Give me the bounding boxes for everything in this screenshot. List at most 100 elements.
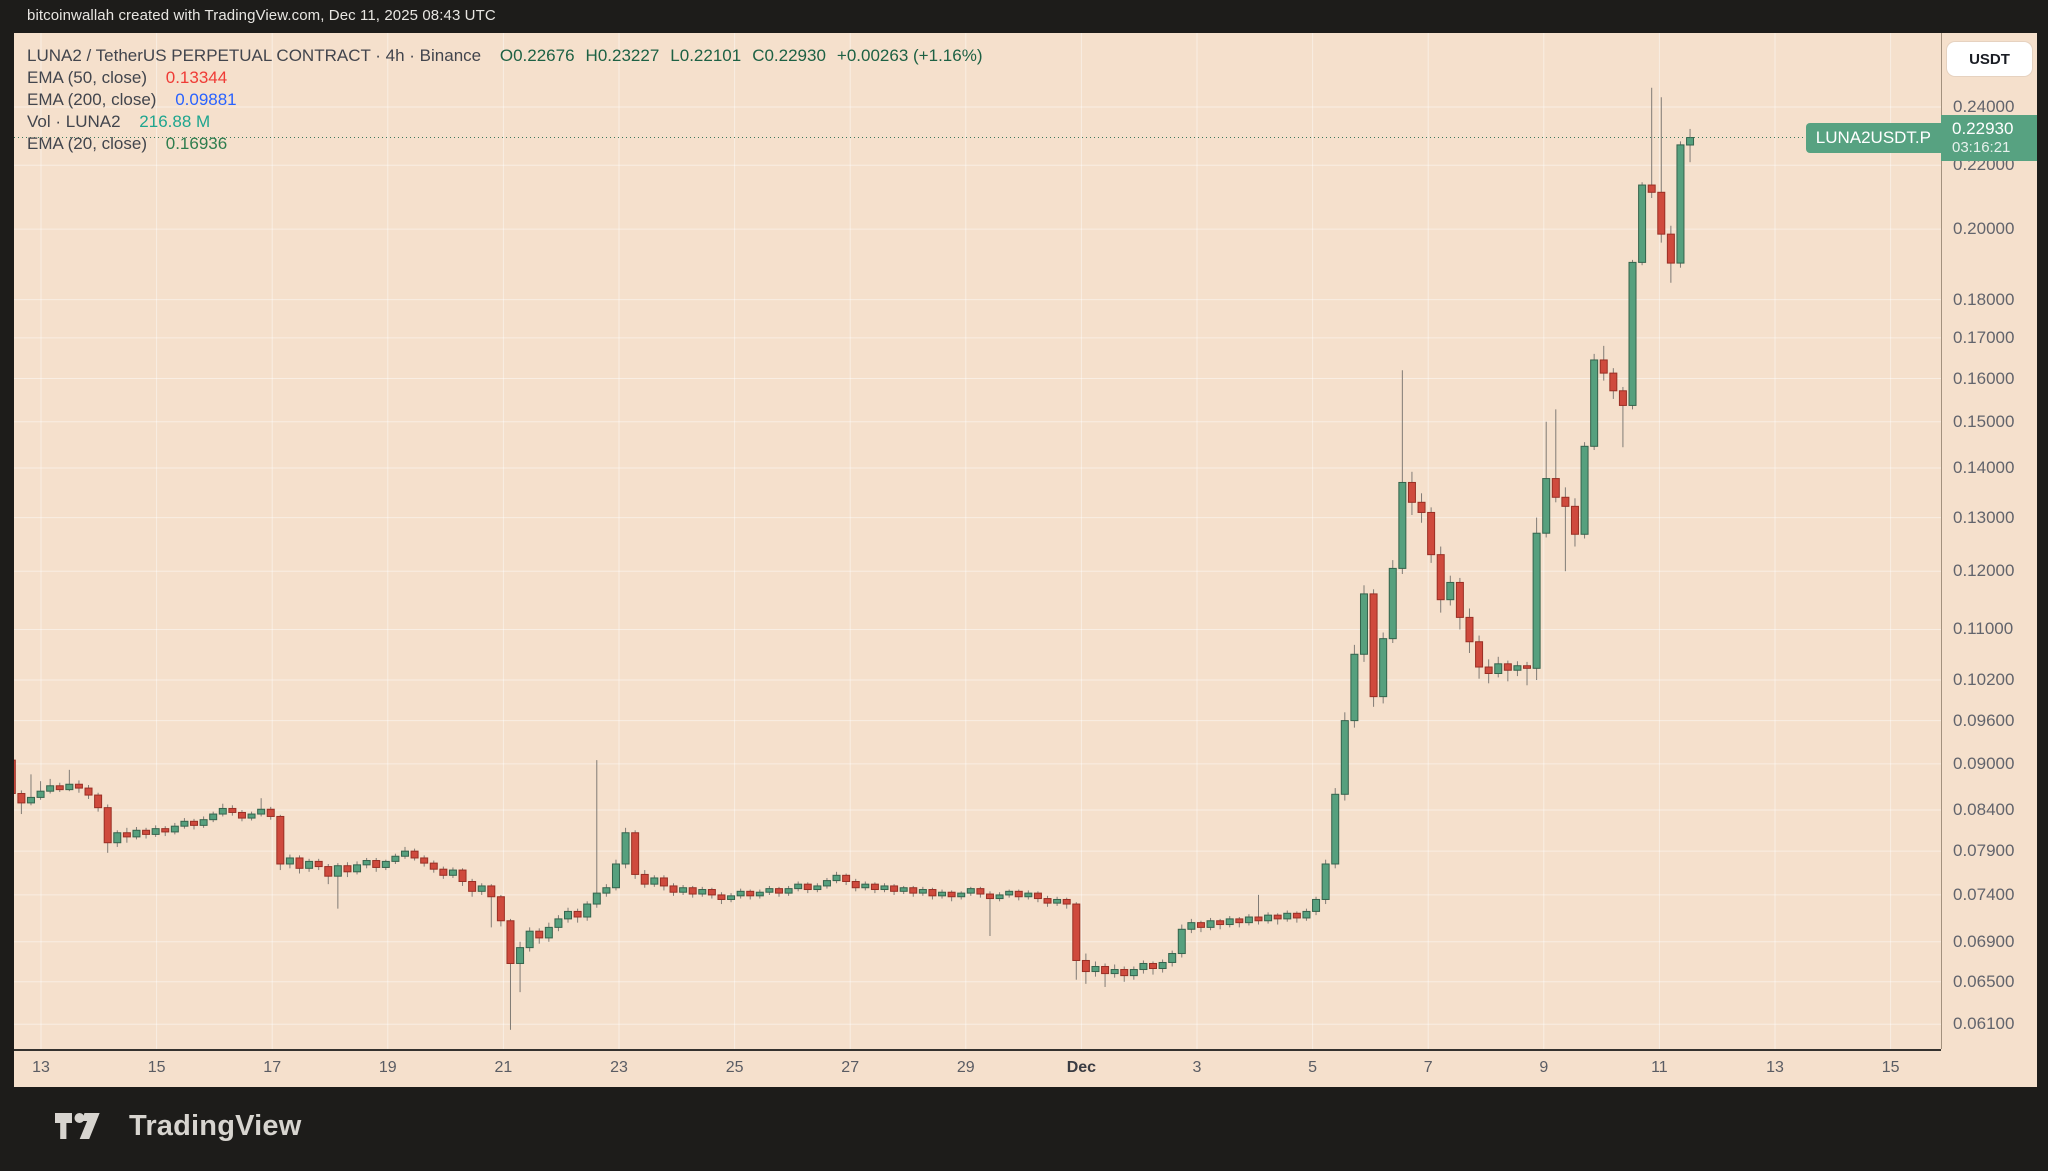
candle-body	[544, 926, 553, 939]
candle-body	[314, 860, 323, 868]
candle-body	[1398, 481, 1407, 569]
indicator-label[interactable]: EMA (200, close)	[27, 90, 157, 109]
time-axis[interactable]: 13 15 17 19 21 23 25 27 29 Dec 3 5 7 9 11 13 15	[14, 1049, 1941, 1087]
candle-body	[564, 910, 573, 920]
candle-body	[372, 860, 381, 868]
candle-body	[775, 888, 783, 894]
candle-body	[429, 862, 438, 870]
candle-body	[65, 783, 74, 791]
candle-body	[746, 890, 755, 897]
price-tick-label: 0.09000	[1953, 753, 2015, 773]
candle-body	[276, 815, 285, 865]
attribution-text: bitcoinwallah created with TradingView.c…	[27, 7, 496, 24]
candle-body	[813, 885, 822, 891]
candle-body	[410, 850, 419, 859]
tradingview-logo[interactable]: TradingView	[55, 1109, 302, 1143]
symbol-title[interactable]: LUNA2 / TetherUS PERPETUAL CONTRACT · 4h…	[27, 46, 482, 65]
candle-body	[1580, 445, 1589, 535]
currency-unit-button[interactable]: USDT	[1947, 42, 2032, 76]
candle-body	[1264, 914, 1273, 922]
price-axis[interactable]: 0.24000 0.22000 0.20000 0.18000 0.17000 0.160…	[1941, 33, 2038, 1049]
candle-body	[477, 885, 486, 892]
candle-body	[1091, 965, 1100, 973]
candle-body	[554, 918, 563, 928]
candle-body	[1053, 898, 1062, 904]
price-tick-label: 0.16000	[1953, 368, 2015, 388]
candle-body	[1235, 918, 1244, 924]
time-tick-label: 19	[378, 1059, 397, 1076]
time-tick-label: 17	[263, 1059, 282, 1076]
candle-body	[1101, 965, 1110, 975]
candle-body	[698, 889, 707, 895]
candle-body	[285, 857, 294, 865]
price-tick-label: 0.08400	[1953, 800, 2015, 820]
candle-body	[237, 811, 246, 819]
candle-body	[727, 895, 736, 900]
indicator-row-ema50: EMA (50, close) 0.13344	[27, 67, 993, 89]
candle-body	[266, 808, 275, 817]
candle-body	[458, 869, 467, 882]
indicator-label[interactable]: EMA (20, close)	[27, 134, 147, 153]
candle-body	[909, 887, 918, 894]
candle-body	[46, 785, 55, 792]
candle-body	[870, 883, 879, 891]
candle-body	[17, 793, 26, 804]
candle-body	[717, 894, 726, 900]
time-tick-label: 13	[1766, 1059, 1784, 1076]
candle-body	[487, 885, 496, 898]
candle-body	[1331, 793, 1340, 865]
time-tick-label: 29	[956, 1059, 975, 1076]
time-tick-label: 21	[494, 1059, 513, 1076]
candle-body	[1628, 261, 1637, 406]
candle-body	[1523, 665, 1532, 669]
chart-panel: 0.24000 0.22000 0.20000 0.18000 0.17000 0.160…	[14, 33, 2037, 1087]
candle-body	[1638, 184, 1647, 263]
candle-body	[918, 889, 927, 894]
candle-body	[736, 890, 745, 897]
candle-body	[84, 787, 93, 796]
time-tick-label: 23	[610, 1059, 628, 1076]
candle-body	[506, 920, 515, 964]
low-value: L0.22101	[670, 46, 742, 65]
candle-body	[103, 807, 112, 844]
tradingview-logo-text: TradingView	[129, 1109, 302, 1142]
last-price-badge: LUNA2USDT.P 0.22930 03:16:21	[1805, 114, 2037, 161]
candle-body	[1455, 581, 1464, 618]
price-tick-label: 0.15000	[1953, 411, 2015, 431]
indicator-label[interactable]: Vol · LUNA2	[27, 112, 121, 131]
last-price: 0.22930	[1952, 119, 2014, 139]
candle-body	[1427, 511, 1436, 556]
candle-body	[669, 885, 678, 893]
candle-body	[1014, 890, 1023, 898]
candle-body	[1599, 359, 1608, 374]
candle-body	[305, 860, 314, 869]
candle-body	[1657, 191, 1666, 235]
time-tick-label: 5	[1308, 1059, 1318, 1076]
candle-body	[1609, 372, 1618, 392]
candle-body	[1647, 184, 1656, 193]
candle-body	[822, 880, 831, 887]
candle-body	[1033, 892, 1042, 900]
candle-body	[1379, 638, 1388, 698]
candle-body	[650, 877, 659, 885]
candle-body	[1321, 863, 1330, 900]
candle-body	[1283, 912, 1292, 920]
price-tick-label: 0.06900	[1953, 931, 2015, 951]
candle-body	[688, 887, 697, 895]
price-tick-label: 0.14000	[1953, 457, 2015, 477]
candle-body	[611, 863, 620, 889]
price-tick-label: 0.09600	[1953, 710, 2015, 730]
candle-body	[621, 832, 630, 865]
candle-body	[1388, 567, 1397, 640]
candle-body	[890, 885, 899, 892]
candle-body	[851, 880, 860, 889]
candle-body	[218, 807, 227, 815]
candle-body	[1359, 593, 1368, 655]
candle-body	[755, 891, 764, 897]
candlestick-plot[interactable]	[14, 33, 1941, 1051]
candle-body	[583, 903, 592, 918]
candle-body	[1561, 496, 1570, 507]
candle-body	[1168, 953, 1177, 963]
indicator-label[interactable]: EMA (50, close)	[27, 68, 147, 87]
candle-body	[1312, 898, 1321, 912]
